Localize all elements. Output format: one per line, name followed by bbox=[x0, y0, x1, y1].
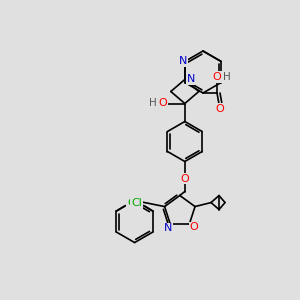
Text: Cl: Cl bbox=[131, 198, 142, 208]
Text: N: N bbox=[187, 74, 195, 85]
Text: O: O bbox=[190, 222, 199, 233]
Text: H: H bbox=[149, 98, 157, 107]
Text: N: N bbox=[164, 224, 172, 233]
Text: H: H bbox=[223, 72, 231, 82]
Text: O: O bbox=[216, 104, 224, 114]
Text: O: O bbox=[158, 98, 167, 109]
Text: O: O bbox=[213, 72, 221, 82]
Text: O: O bbox=[180, 173, 189, 184]
Text: Cl: Cl bbox=[127, 198, 138, 208]
Text: N: N bbox=[178, 56, 187, 67]
